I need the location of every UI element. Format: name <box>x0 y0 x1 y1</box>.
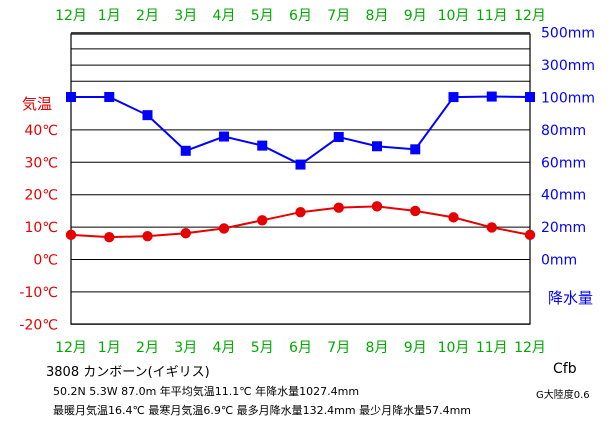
temperature-point <box>65 229 77 241</box>
precipitation-tick-label: 300mm <box>541 58 595 74</box>
precipitation-point <box>410 144 421 155</box>
koppen-class: Cfb <box>553 361 577 377</box>
month-label-bottom: 9月 <box>404 340 427 356</box>
precipitation-point <box>295 159 306 170</box>
month-label-bottom: 12月 <box>55 340 87 356</box>
temperature-point <box>524 229 536 241</box>
precipitation-tick-label: 40mm <box>541 188 586 204</box>
month-label-bottom: 4月 <box>213 340 236 356</box>
station-summary: 50.2N 5.3W 87.0m 年平均気温11.1℃ 年降水量1027.4mm <box>53 385 360 398</box>
month-label-bottom: 3月 <box>174 340 197 356</box>
station-name: 3808 カンボーン(イギリス) <box>46 365 210 380</box>
month-label-top: 9月 <box>404 8 427 24</box>
temperature-point <box>486 222 497 233</box>
precipitation-tick-label: 100mm <box>541 91 595 107</box>
temperature-tick-label: -20℃ <box>19 317 58 333</box>
temperature-point <box>218 223 230 234</box>
month-label-top: 10月 <box>438 8 470 24</box>
month-label-bottom: 12月 <box>514 340 546 356</box>
precipitation-point <box>333 132 344 143</box>
temperature-axis-title: 気温 <box>22 95 52 113</box>
precipitation-tick-label: 80mm <box>541 123 586 139</box>
temperature-tick-label: 0℃ <box>33 253 58 269</box>
temperature-point <box>410 205 421 217</box>
temperature-point <box>371 201 383 212</box>
temperature-tick-label: 20℃ <box>24 188 58 204</box>
precipitation-point <box>486 91 497 102</box>
month-label-bottom: 8月 <box>366 340 389 356</box>
precipitation-point <box>448 92 459 103</box>
temperature-tick-label: -10℃ <box>19 285 58 301</box>
precipitation-point <box>525 91 535 102</box>
month-label-top: 6月 <box>289 8 312 24</box>
precipitation-tick-label: 500mm <box>541 26 595 42</box>
top-month-labels: 12月 1月 2月 3月 4月 5月 6月 7月 8月 9月 10月 11月 12月 <box>55 8 546 24</box>
temperature-point <box>448 212 459 223</box>
precipitation-tick-label: 0mm <box>541 253 577 269</box>
month-label-top: 7月 <box>327 8 350 24</box>
month-label-bottom: 11月 <box>476 340 508 356</box>
month-label-top: 2月 <box>136 8 159 24</box>
temperature-point <box>180 228 191 239</box>
precipitation-tick-labels: 500mm 300mm 100mm 80mm 60mm 40mm 20mm 0mm <box>541 26 595 269</box>
precipitation-axis-title: 降水量 <box>548 289 593 307</box>
temperature-point <box>142 230 153 242</box>
precipitation-point <box>142 110 153 121</box>
month-label-top: 11月 <box>476 8 508 24</box>
month-label-top: 12月 <box>55 8 87 24</box>
month-label-bottom: 10月 <box>438 340 470 356</box>
precipitation-point <box>66 91 76 102</box>
precipitation-point <box>257 140 268 151</box>
precipitation-tick-label: 60mm <box>541 155 586 171</box>
month-label-top: 1月 <box>98 8 121 24</box>
month-label-top: 5月 <box>251 8 274 24</box>
month-label-top: 8月 <box>366 8 389 24</box>
temperature-tick-label: 30℃ <box>24 155 58 171</box>
temperature-point <box>104 231 115 243</box>
series-layer <box>65 91 536 243</box>
month-label-bottom: 7月 <box>327 340 350 356</box>
temperature-point <box>333 202 344 213</box>
precipitation-point <box>219 131 229 142</box>
temperature-tick-labels: 40℃ 30℃ 20℃ 10℃ 0℃ -10℃ -20℃ <box>19 123 58 333</box>
precipitation-point <box>180 145 191 156</box>
month-label-bottom: 1月 <box>98 340 121 356</box>
precipitation-line <box>71 95 531 166</box>
station-extremes: 最暖月気温16.4℃ 最寒月気温6.9℃ 最多月降水量132.4mm 最少月降水… <box>53 404 472 417</box>
temperature-tick-label: 40℃ <box>24 123 58 139</box>
plot-frame <box>70 33 531 325</box>
grid-lines <box>70 32 531 325</box>
month-label-top: 4月 <box>213 8 236 24</box>
month-label-top: 3月 <box>174 8 197 24</box>
temperature-tick-label: 10℃ <box>24 220 58 236</box>
precipitation-tick-label: 20mm <box>541 220 586 236</box>
precipitation-point <box>372 141 382 152</box>
month-label-bottom: 2月 <box>136 340 159 356</box>
continentality-index: G大陸度0.6 <box>536 390 590 401</box>
month-label-bottom: 5月 <box>251 340 274 356</box>
month-label-top: 12月 <box>514 8 546 24</box>
month-label-bottom: 6月 <box>289 340 312 356</box>
temperature-point <box>295 206 306 218</box>
bottom-month-labels: 12月 1月 2月 3月 4月 5月 6月 7月 8月 9月 10月 11月 12月 <box>55 340 546 356</box>
climate-chart: 12月 1月 2月 3月 4月 5月 6月 7月 8月 9月 10月 11月 12月 12月 1月 2月 3月… <box>19 8 595 356</box>
temperature-point <box>257 215 268 226</box>
precipitation-point <box>104 91 115 102</box>
